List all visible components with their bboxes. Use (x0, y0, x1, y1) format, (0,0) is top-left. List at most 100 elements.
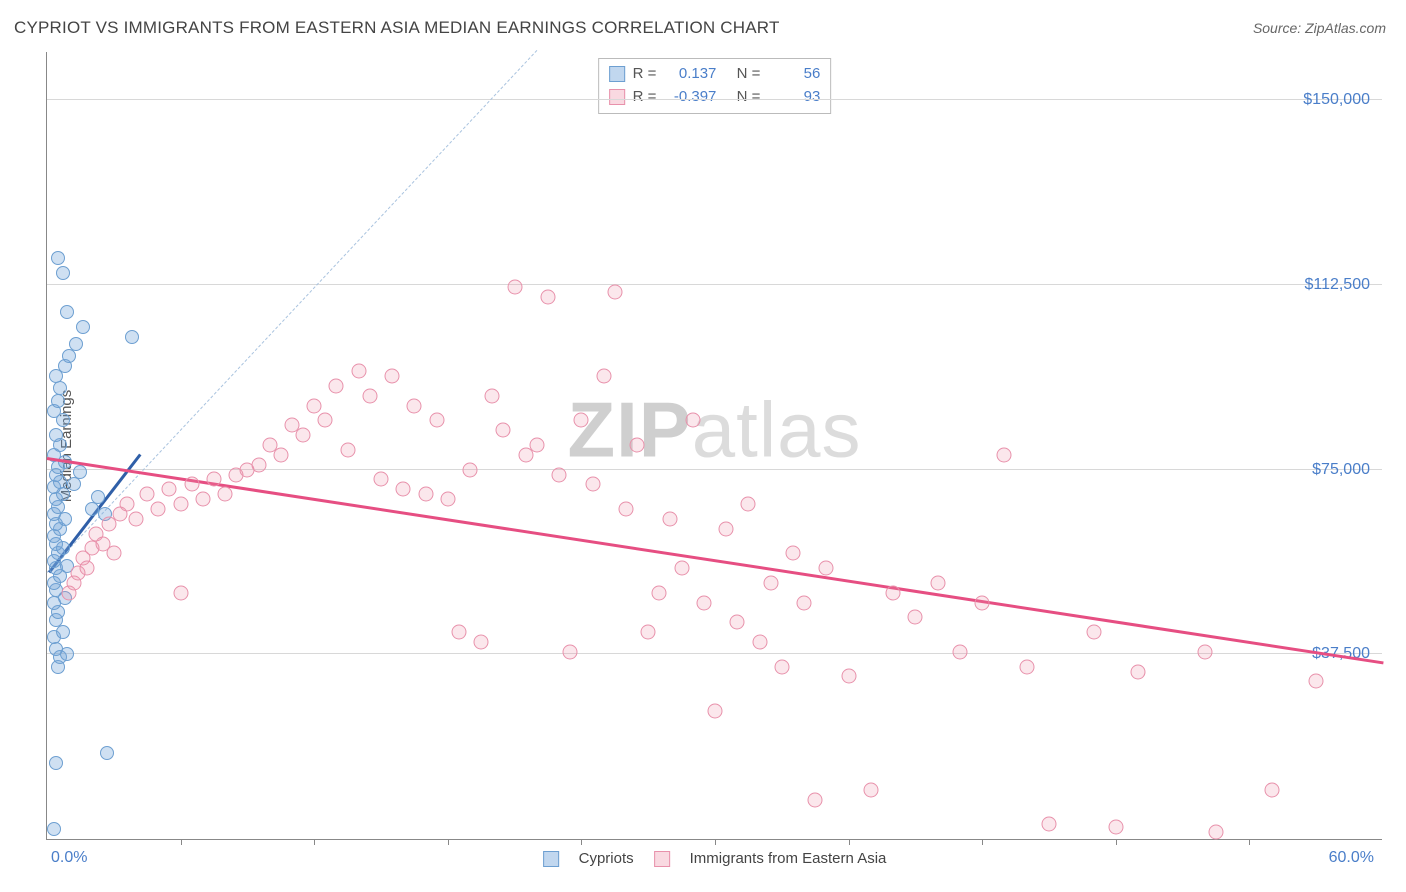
data-point (641, 625, 656, 640)
data-point (362, 388, 377, 403)
data-point (296, 428, 311, 443)
chart-title: CYPRIOT VS IMMIGRANTS FROM EASTERN ASIA … (14, 18, 780, 38)
data-point (663, 511, 678, 526)
data-point (730, 615, 745, 630)
r-label: R = (633, 86, 657, 109)
source-attribution: Source: ZipAtlas.com (1253, 20, 1386, 36)
x-tick (314, 839, 315, 845)
legend-label-1: Cypriots (579, 850, 634, 867)
data-point (60, 305, 74, 319)
y-tick-label: $75,000 (1312, 461, 1370, 479)
data-point (719, 521, 734, 536)
data-point (53, 381, 67, 395)
data-point (340, 442, 355, 457)
data-point (49, 642, 63, 656)
data-point (652, 585, 667, 600)
data-point (140, 487, 155, 502)
data-point (975, 595, 990, 610)
x-tick (715, 839, 716, 845)
data-point (69, 337, 83, 351)
x-tick (849, 839, 850, 845)
data-point (184, 477, 199, 492)
n-label: N = (737, 86, 761, 109)
data-point (162, 482, 177, 497)
data-point (173, 585, 188, 600)
data-point (129, 511, 144, 526)
swatch-blue-icon (609, 66, 625, 82)
data-point (496, 423, 511, 438)
data-point (173, 497, 188, 512)
data-point (151, 502, 166, 517)
data-point (125, 330, 139, 344)
x-axis-end-label: 60.0% (1329, 849, 1374, 867)
data-point (1309, 674, 1324, 689)
x-tick (1249, 839, 1250, 845)
data-point (596, 369, 611, 384)
data-point (51, 251, 65, 265)
data-point (396, 482, 411, 497)
data-point (273, 447, 288, 462)
legend-swatch-pink-icon (654, 851, 670, 867)
data-point (100, 746, 114, 760)
data-point (49, 756, 63, 770)
data-point (307, 398, 322, 413)
data-point (318, 413, 333, 428)
data-point (785, 546, 800, 561)
data-point (451, 625, 466, 640)
data-point (863, 782, 878, 797)
n-value-2: 93 (768, 86, 820, 109)
r-value-1: 0.137 (664, 63, 716, 86)
data-point (418, 487, 433, 502)
data-point (407, 398, 422, 413)
data-point (997, 447, 1012, 462)
x-tick (581, 839, 582, 845)
data-point (120, 497, 135, 512)
data-point (218, 487, 233, 502)
data-point (1197, 644, 1212, 659)
y-tick-label: $150,000 (1303, 91, 1370, 109)
data-point (463, 462, 478, 477)
data-point (574, 413, 589, 428)
data-point (529, 438, 544, 453)
data-point (207, 472, 222, 487)
data-point (841, 669, 856, 684)
stats-row-series1: R = 0.137 N = 56 (609, 63, 821, 86)
data-point (685, 413, 700, 428)
r-label: R = (633, 63, 657, 86)
data-point (80, 561, 95, 576)
data-point (62, 349, 76, 363)
data-point (563, 644, 578, 659)
gridline (47, 653, 1382, 654)
r-value-2: -0.397 (664, 86, 716, 109)
data-point (763, 575, 778, 590)
data-point (485, 388, 500, 403)
legend: Cypriots Immigrants from Eastern Asia (543, 850, 887, 867)
gridline (47, 284, 1382, 285)
x-tick (448, 839, 449, 845)
data-point (56, 625, 70, 639)
legend-label-2: Immigrants from Eastern Asia (690, 850, 887, 867)
correlation-stats-box: R = 0.137 N = 56 R = -0.397 N = 93 (598, 58, 832, 114)
data-point (47, 822, 61, 836)
swatch-pink-icon (609, 89, 625, 105)
data-point (930, 575, 945, 590)
data-point (552, 467, 567, 482)
data-point (774, 659, 789, 674)
data-point (1209, 824, 1224, 839)
data-point (708, 703, 723, 718)
data-point (507, 280, 522, 295)
data-point (85, 502, 99, 516)
data-point (952, 644, 967, 659)
trend-line (47, 457, 1383, 664)
data-point (91, 490, 105, 504)
y-tick-label: $112,500 (1304, 276, 1370, 294)
data-point (429, 413, 444, 428)
data-point (696, 595, 711, 610)
watermark: ZIPatlas (567, 384, 861, 475)
n-value-1: 56 (768, 63, 820, 86)
data-point (630, 438, 645, 453)
data-point (51, 394, 65, 408)
data-point (797, 595, 812, 610)
gridline (47, 99, 1382, 100)
data-point (106, 546, 121, 561)
